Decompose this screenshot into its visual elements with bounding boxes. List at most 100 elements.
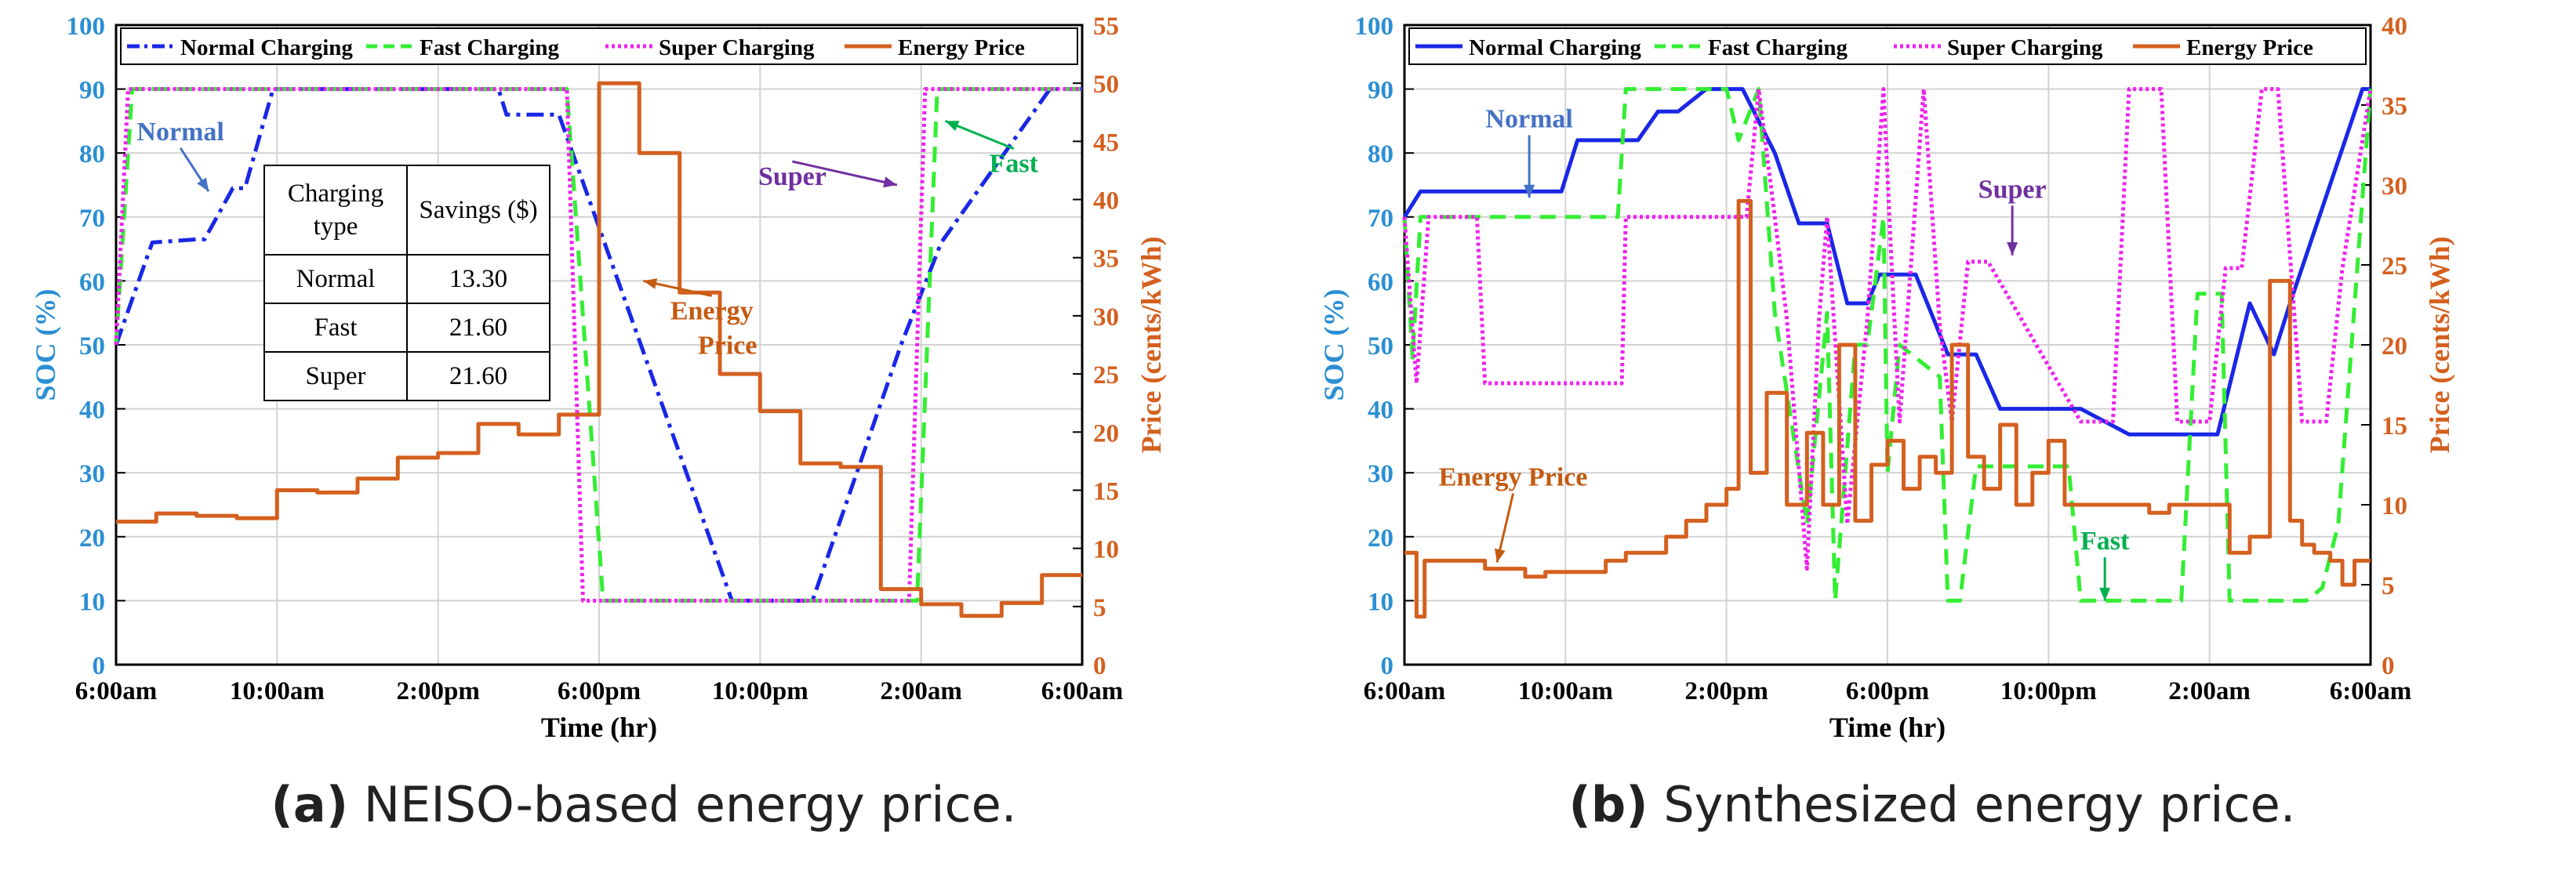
caption-a-prefix: (a)	[271, 776, 349, 833]
x-tick-label: 6:00am	[75, 677, 157, 705]
y2-tick-label: 35	[1093, 245, 1119, 274]
y2-axis-label: Price (cents/kWh)	[1135, 237, 1167, 454]
annotation: Super	[1978, 175, 2047, 256]
y2-tick-label: 0	[1093, 652, 1106, 680]
savings-table-header: Charging type Savings ($)	[263, 165, 550, 256]
legend-label: Energy Price	[2186, 35, 2313, 60]
y-tick-label: 100	[67, 13, 106, 41]
caption-a-text: NEISO-based energy price.	[363, 776, 1017, 833]
annotation-arrowhead	[1495, 548, 1506, 563]
y-tick-label: 10	[79, 588, 105, 616]
table-header-savings: Savings ($)	[406, 165, 550, 256]
series-line	[116, 81, 1082, 618]
table-cell-savings: 21.60	[406, 351, 550, 401]
y2-tick-label: 20	[1093, 419, 1119, 448]
annotation-label: Normal	[136, 118, 223, 147]
y2-tick-label: 30	[2382, 172, 2407, 201]
y2-tick-label: 15	[1093, 477, 1119, 506]
chart-panel-b: 0 10 20 30 40 50 60 70 80 90 100 0 5 10 15 20 25 30 35 40 6:…	[1288, 0, 2576, 870]
x-axis-label: Time (hr)	[541, 712, 657, 743]
y-tick-label: 0	[93, 652, 106, 680]
y2-tick-label: 10	[2382, 492, 2407, 520]
table-cell-type: Fast	[263, 303, 408, 353]
x-tick-label: 10:00pm	[2000, 677, 2097, 705]
y2-tick-label: 25	[2382, 252, 2407, 281]
x-tick-label: 6:00am	[2330, 677, 2411, 705]
y-tick-label: 100	[1355, 13, 1394, 41]
x-tick-label: 6:00pm	[558, 677, 641, 705]
table-cell-type: Super	[263, 351, 408, 401]
y2-tick-label: 30	[1093, 303, 1119, 332]
y-tick-label: 10	[1368, 588, 1393, 616]
chart-panel-a: 0 10 20 30 40 50 60 70 80 90 100 0 5 10 15 20 25 30 35 40 45…	[30, 13, 1167, 833]
x-tick-label: 6:00am	[1364, 677, 1445, 705]
annotation: Fast	[944, 120, 1039, 179]
annotation-label-line2: Price	[698, 331, 758, 360]
y2-tick-label: 10	[1093, 536, 1119, 564]
y2-tick-label: 45	[1093, 129, 1119, 157]
table-header-type: Charging type	[263, 165, 408, 256]
series-line	[114, 87, 1082, 603]
y-tick-label: 90	[79, 77, 105, 105]
y-tick-label: 40	[1368, 397, 1393, 425]
x-tick-label: 6:00am	[1041, 677, 1123, 705]
y-tick-label: 50	[79, 332, 105, 361]
caption-b-prefix: (b)	[1568, 776, 1648, 833]
annotation: Energy Price	[1439, 463, 1588, 563]
legend-box	[1408, 27, 2367, 65]
x-tick-label: 6:00pm	[1846, 677, 1929, 705]
y-axis-label: SOC (%)	[30, 289, 61, 401]
chart-a-svg: 0 10 20 30 40 50 60 70 80 90 100 0 5 10 15 20 25 30 35 40 45…	[30, 13, 1167, 743]
series-line	[1402, 87, 2371, 437]
legend-label: Normal Charging	[180, 35, 353, 60]
table-cell-savings: 13.30	[406, 254, 550, 304]
x-tick-label: 2:00pm	[1684, 677, 1768, 705]
y-tick-label: 30	[79, 460, 105, 488]
series-line	[1404, 198, 2371, 619]
annotation-arrowhead	[1524, 184, 1535, 198]
table-row: Normal 13.30	[263, 254, 550, 304]
annotation-label: Normal	[1485, 105, 1572, 134]
annotation: Normal	[1485, 105, 1573, 198]
annotation: Fast	[2080, 527, 2130, 601]
annotation-label: Super	[1978, 175, 2047, 204]
table-row: Fast 21.60	[263, 303, 550, 353]
annotation-label: Energy	[670, 296, 754, 325]
y2-tick-label: 50	[1093, 71, 1119, 99]
y-tick-label: 90	[1368, 77, 1393, 105]
annotation-arrowhead	[2099, 587, 2111, 601]
savings-table: Charging type Savings ($) Normal 13.30 F…	[263, 165, 550, 401]
x-axis-label: Time (hr)	[1829, 712, 1946, 743]
annotation-arrowhead	[945, 121, 960, 132]
annotation: Super	[758, 160, 898, 191]
annotation-arrowhead	[2007, 242, 2018, 256]
legend: Normal Charging Fast Charging Super Chargi…	[1408, 27, 2367, 65]
y2-axis-label: Price (cents/kWh)	[2424, 237, 2455, 454]
y-tick-label: 70	[79, 205, 105, 233]
y2-tick-label: 40	[2382, 13, 2407, 41]
y-tick-label: 70	[1368, 205, 1393, 233]
x-tick-label: 10:00am	[1518, 677, 1613, 705]
legend-box	[120, 27, 1078, 65]
y2-tick-label: 35	[2382, 92, 2407, 121]
chart-b-svg: 0 10 20 30 40 50 60 70 80 90 100 0 5 10 15 20 25 30 35 40 6:…	[1318, 13, 2455, 743]
series-line	[1402, 87, 2373, 603]
y2-tick-label: 5	[2382, 572, 2395, 600]
legend-label: Fast Charging	[1708, 35, 1848, 60]
annotation: Energy Price	[643, 278, 757, 360]
y-tick-label: 0	[1381, 652, 1394, 680]
series-line	[114, 87, 1082, 603]
x-tick-label: 10:00pm	[712, 677, 808, 705]
annotation-arrowhead	[197, 177, 209, 192]
x-tick-label: 2:00pm	[396, 677, 479, 705]
y2-tick-label: 25	[1093, 361, 1119, 390]
y-tick-label: 60	[1368, 268, 1393, 296]
legend-label: Energy Price	[898, 35, 1025, 60]
annotation-label: Energy Price	[1439, 463, 1588, 492]
annotation-arrowhead	[883, 176, 897, 188]
series-line	[1402, 87, 2373, 571]
annotation-label: Fast	[990, 150, 1039, 179]
y-tick-label: 60	[79, 268, 105, 296]
y2-tick-label: 55	[1093, 13, 1119, 41]
y-tick-label: 30	[1368, 460, 1393, 488]
